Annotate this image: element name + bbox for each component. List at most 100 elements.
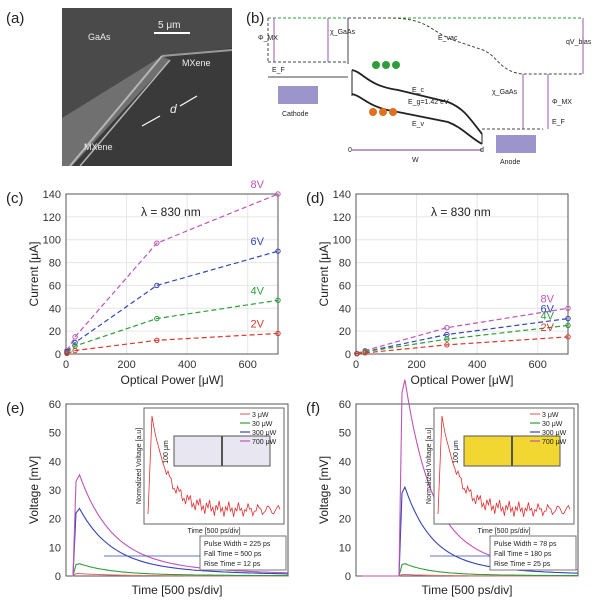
x-tick-label: 200	[117, 359, 135, 371]
sem-texture	[62, 8, 232, 166]
series-label: 8V	[541, 293, 555, 305]
plot-frame	[65, 193, 279, 355]
y-tick-label: 40	[339, 456, 351, 468]
data-point	[444, 342, 450, 348]
transient-trace	[362, 485, 579, 577]
legend-label: 300 μW	[542, 430, 567, 437]
inset-y-label: Normalized Voltage [a.u]	[426, 428, 433, 504]
band-qvbias: qV_bias	[566, 39, 592, 46]
band-chi-left: χ_GaAs	[330, 29, 356, 36]
y-tick-label: 100	[43, 235, 61, 247]
series-label: 2V	[251, 318, 265, 330]
x-tick-label: 400	[178, 359, 196, 371]
y-tick-label: 120	[333, 212, 351, 224]
y-tick-label: 10	[49, 542, 61, 554]
metric-text: Rise Time = 12 ps	[204, 561, 261, 568]
x-axis-label: Optical Power [μW]	[121, 373, 224, 387]
metric-text: Fall Time = 500 ps	[204, 551, 262, 558]
label-d: d	[170, 102, 177, 116]
y-tick-label: 20	[49, 514, 61, 526]
chart-voltage-f: 0 10 20 30 40 50 60 Time [500 ps/div] Voltage [m…	[317, 379, 579, 597]
y-tick-label: 140	[43, 189, 61, 201]
y-tick-label: 120	[43, 212, 61, 224]
legend-label: 700 μW	[252, 439, 277, 446]
data-point	[72, 339, 78, 346]
band-anode: Anode	[500, 159, 520, 166]
transient-trace	[72, 473, 289, 577]
band-chi-right: χ_GaAs	[492, 89, 518, 96]
y-tick-label: 50	[49, 428, 61, 440]
hole-dot	[369, 108, 377, 116]
series-line	[356, 336, 569, 355]
chart-voltage-e: 0 10 20 30 40 50 60 Time [500 ps/div] Voltage [m…	[27, 399, 289, 597]
scale-bar-label: 100 μm	[163, 440, 170, 464]
data-point	[64, 350, 70, 357]
label-gaas: GaAs	[88, 32, 111, 42]
arrow-right	[179, 95, 198, 107]
inset-x-label: Time [500 ps/div]	[187, 528, 240, 535]
transient-trace	[72, 507, 289, 577]
wavelength-annotation: λ = 830 nm	[431, 205, 491, 219]
band-ev: E_v	[412, 121, 425, 128]
series-label: 4V	[541, 310, 555, 322]
label-mxene-right: MXene	[182, 58, 211, 68]
data-point	[154, 240, 160, 246]
wavelength-annotation: λ = 830 nm	[141, 205, 201, 219]
x-tick-label: 600	[239, 359, 257, 371]
series-label: 8V	[251, 179, 265, 191]
anode-layers	[496, 135, 536, 153]
metric-text: Pulse Width = 78 ps	[494, 541, 557, 548]
inset-trace	[437, 415, 571, 518]
y-tick-label: 140	[333, 189, 351, 201]
band-ec: E_c	[412, 87, 425, 94]
y-tick-label: 80	[339, 258, 351, 270]
metric-text: Fall Time = 180 ps	[494, 551, 552, 558]
data-point	[154, 315, 160, 322]
data-point	[444, 336, 450, 342]
band-phi-left: Φ_MX	[258, 35, 278, 42]
data-point	[275, 330, 281, 337]
x-tick-label: 600	[529, 359, 547, 371]
metrics-box	[199, 535, 287, 571]
y-tick-label: 60	[49, 399, 61, 411]
y-tick-label: 0	[345, 571, 351, 583]
y-tick-label: 50	[339, 428, 351, 440]
x-tick-label: 400	[468, 359, 486, 371]
y-axis-label: Voltage [mV]	[317, 456, 331, 524]
band-ef-right: E_F	[552, 119, 565, 126]
legend-label: 300 μW	[252, 430, 277, 437]
cathode-layers	[278, 86, 318, 104]
series-line	[356, 324, 569, 355]
inset-trace	[147, 415, 281, 518]
sem-image: 5 μm GaAs MXene MXene d	[62, 8, 232, 166]
x-tick-label: 0	[353, 359, 359, 371]
scale-bar-label: 5 μm	[158, 20, 181, 31]
inset-y-label: Normalized Voltage [a.u]	[136, 428, 143, 504]
panel-label-b: (b)	[246, 10, 265, 27]
panel-label-f: (f)	[306, 400, 321, 417]
electron-dot	[372, 61, 380, 69]
series-line	[356, 307, 569, 354]
panel-label-c: (c)	[6, 190, 24, 207]
y-tick-label: 40	[339, 303, 351, 315]
chart-current-d: 0 20 40 60 80 100 120 140 0 200 400 600 Optical Powe…	[317, 189, 571, 387]
data-point	[354, 351, 360, 357]
y-tick-label: 100	[333, 235, 351, 247]
series-label: 2V	[541, 322, 555, 334]
legend-label: 700 μW	[542, 439, 567, 446]
band-cathode: Cathode	[282, 111, 309, 118]
y-tick-label: 80	[49, 258, 61, 270]
chart-current-c: 0 20 40 60 80 100 120 140 0 200 400 600 Optical Powe…	[27, 179, 281, 387]
legend-label: 3 μW	[542, 412, 559, 419]
legend-label: 30 μW	[252, 421, 273, 428]
series-label: 4V	[251, 285, 265, 297]
y-tick-label: 20	[339, 514, 351, 526]
panel-label-d: (d)	[306, 190, 325, 207]
y-tick-label: 10	[339, 542, 351, 554]
legend-label: 30 μW	[542, 421, 563, 428]
data-point	[275, 248, 281, 254]
data-point	[154, 337, 160, 343]
series-label: 6V	[541, 304, 555, 316]
y-tick-label: 60	[49, 280, 61, 292]
inset-x-label: Time [500 ps/div]	[477, 528, 530, 535]
